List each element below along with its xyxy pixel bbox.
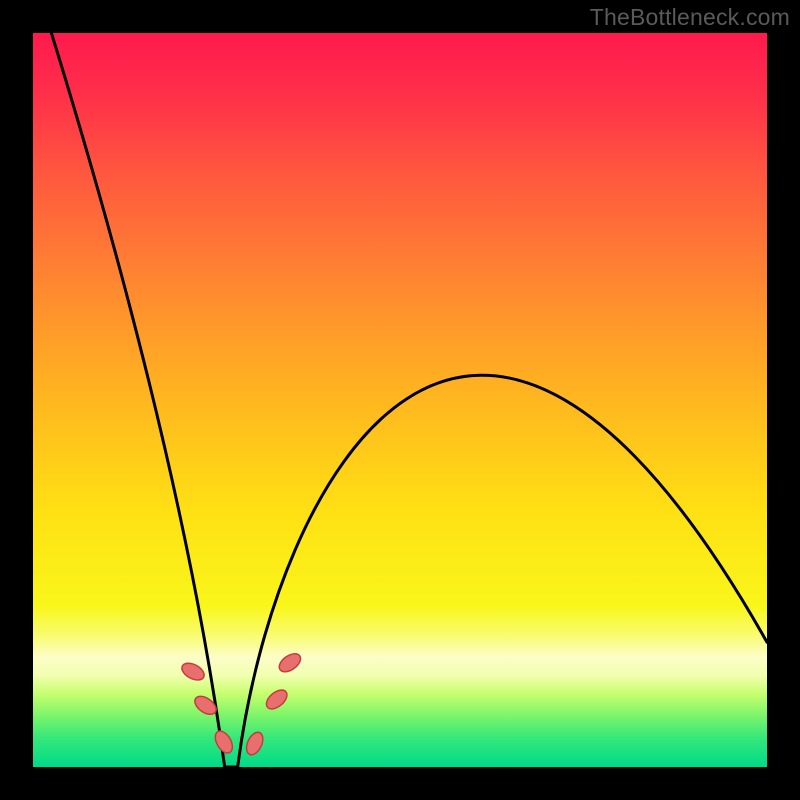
- watermark-text: TheBottleneck.com: [590, 4, 790, 31]
- gradient-background: [33, 33, 767, 767]
- chart-stage: TheBottleneck.com: [0, 0, 800, 800]
- bottleneck-chart: [0, 0, 800, 800]
